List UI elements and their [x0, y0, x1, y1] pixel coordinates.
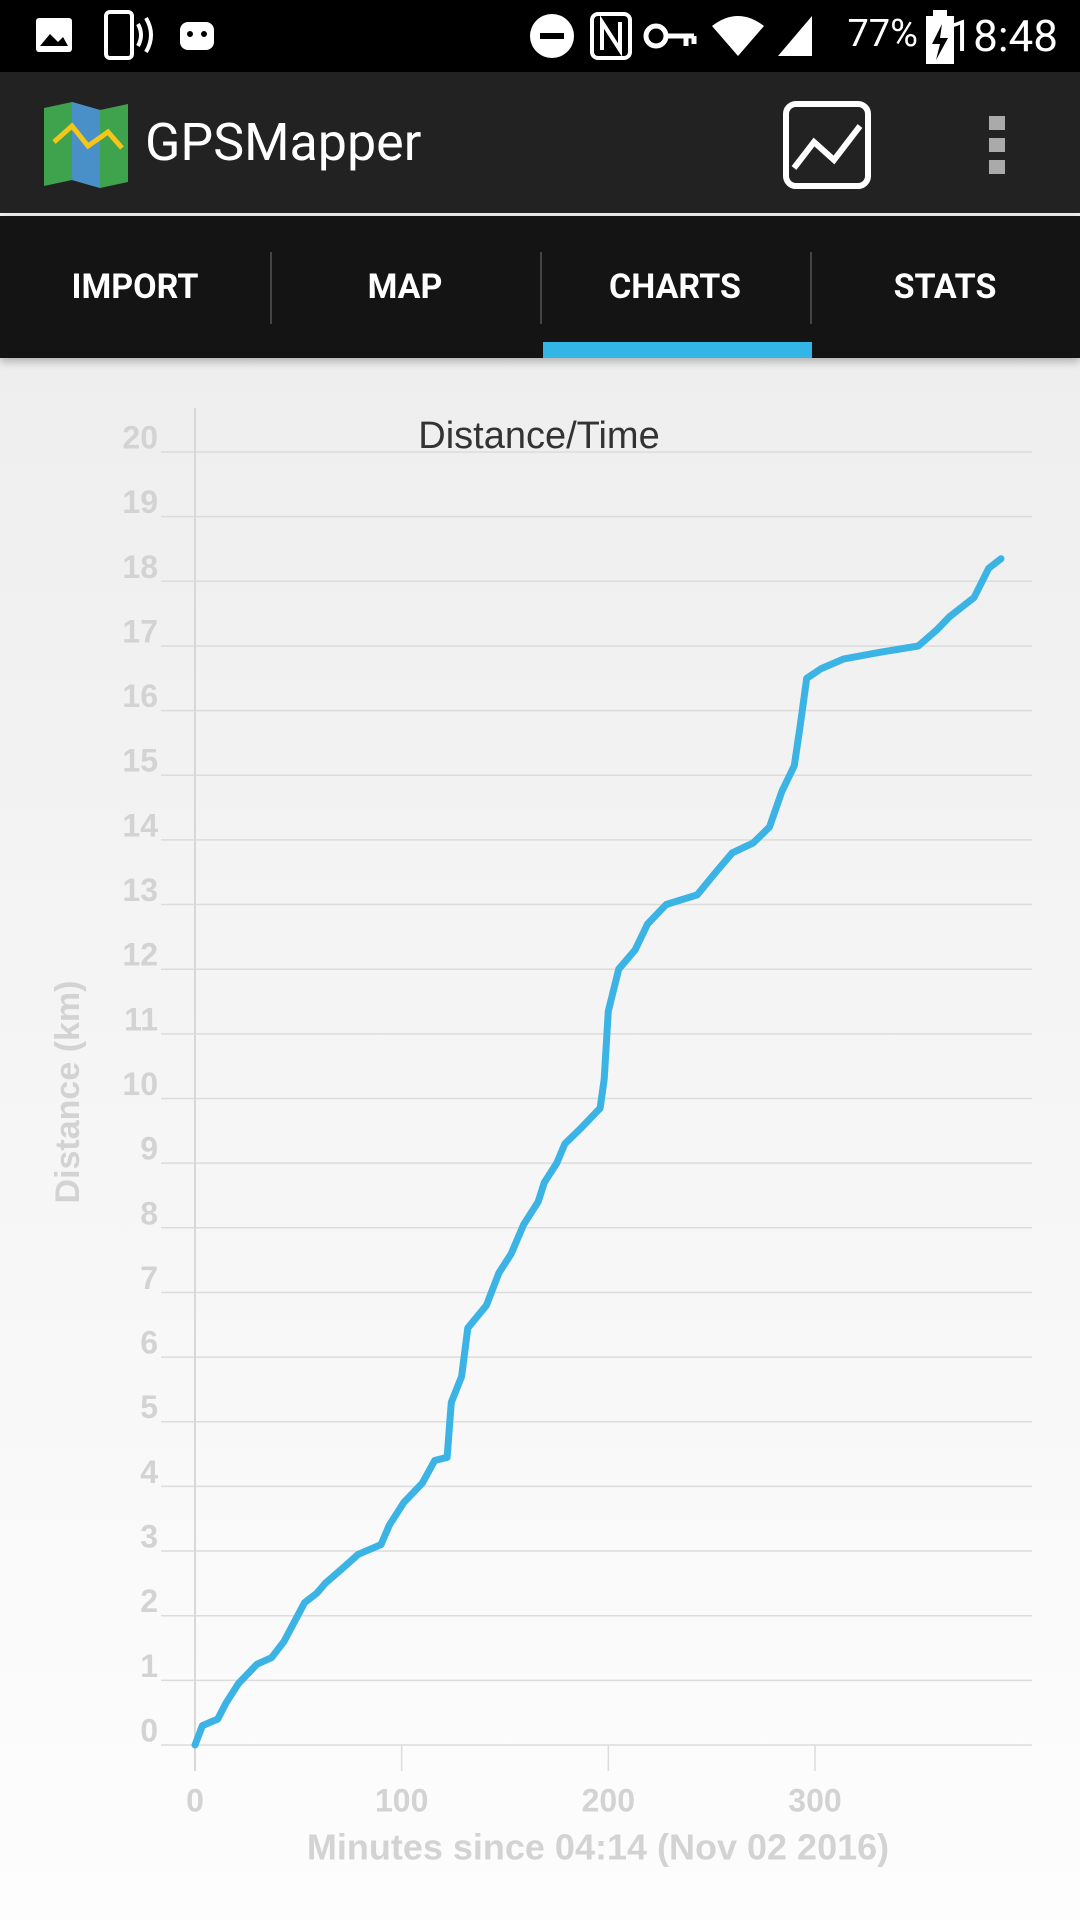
status-icons-right [590, 12, 812, 60]
y-tick-label: 9 [140, 1131, 158, 1167]
chart-action-button[interactable] [782, 100, 874, 192]
tab[interactable]: MAP [270, 216, 540, 358]
data-line [191, 555, 1005, 1749]
overflow-menu[interactable] [982, 112, 1012, 182]
x-tick-label: 0 [186, 1782, 204, 1818]
y-tick-label: 19 [122, 484, 158, 520]
y-tick-label: 0 [140, 1712, 158, 1748]
y-tick-label: 11 [124, 1001, 158, 1037]
battery-icon [926, 10, 954, 64]
y-tick-label: 7 [140, 1260, 158, 1296]
tab[interactable]: CHARTS [540, 216, 810, 358]
y-tick-label: 13 [122, 872, 158, 908]
y-tick-label: 14 [122, 807, 158, 843]
y-tick-label: 17 [122, 613, 158, 649]
y-tick-label: 10 [122, 1066, 158, 1102]
app-title: GPSMapper [145, 112, 422, 173]
y-tick-label: 1 [140, 1648, 158, 1684]
x-tick-label: 200 [582, 1782, 635, 1818]
tab-bar: IMPORT MAP CHARTS STATS [0, 216, 1080, 358]
y-tick-label: 18 [122, 549, 158, 585]
tab[interactable]: STATS [810, 216, 1080, 358]
tab[interactable]: IMPORT [71, 267, 199, 307]
status-icons [36, 10, 574, 60]
y-tick-label: 20 [122, 419, 158, 455]
x-axis-label: Minutes since 04:14 (Nov 02 2016) [307, 1827, 889, 1868]
y-tick-label: 4 [140, 1454, 158, 1490]
clock: 18:48 [948, 10, 1058, 62]
y-tick-label: 6 [140, 1325, 158, 1361]
x-tick-label: 100 [375, 1782, 428, 1818]
y-tick-label: 15 [122, 743, 158, 779]
x-tick-label: 300 [788, 1782, 841, 1818]
chart-title: Distance/Time [418, 415, 659, 457]
app-icon [44, 102, 128, 188]
y-tick-label: 3 [140, 1519, 158, 1555]
tab-indicator [543, 342, 812, 358]
y-tick-label: 8 [140, 1195, 158, 1231]
y-tick-label: 16 [122, 678, 158, 714]
y-tick-label: 2 [140, 1583, 158, 1619]
y-tick-label: 5 [140, 1389, 158, 1425]
battery-level: 77% [847, 12, 918, 56]
status-bar: 77% 18:48 [0, 0, 1080, 72]
y-tick-label: 12 [122, 937, 158, 973]
app-bar: GPSMapper [0, 72, 1080, 213]
y-axis-label: Distance (km) [49, 981, 87, 1204]
